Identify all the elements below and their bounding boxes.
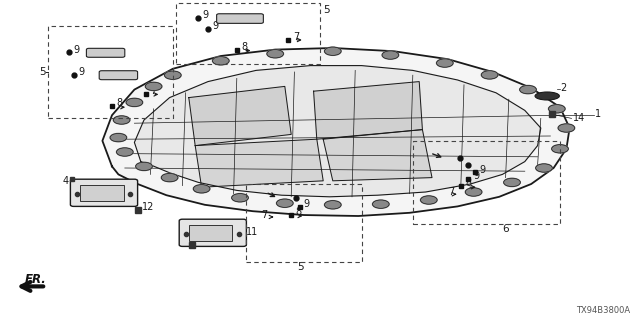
Text: 8: 8 [116,98,123,108]
Circle shape [267,50,284,58]
Text: FR.: FR. [24,273,46,285]
Text: 9: 9 [473,171,479,181]
Polygon shape [323,130,432,181]
Polygon shape [134,66,541,197]
Text: 5: 5 [40,67,46,77]
FancyBboxPatch shape [216,14,264,23]
FancyBboxPatch shape [99,71,138,80]
Text: 9: 9 [202,10,209,20]
Bar [246,184,362,262]
Polygon shape [195,139,323,187]
Bar [80,185,124,201]
Text: 9: 9 [74,45,80,55]
Circle shape [116,148,133,156]
Polygon shape [102,48,570,216]
Bar [413,141,560,224]
Text: 14: 14 [573,113,585,124]
Circle shape [558,124,575,132]
Circle shape [382,51,399,59]
Text: 5: 5 [323,4,330,15]
Text: 8: 8 [241,42,248,52]
Text: 7: 7 [293,32,300,42]
FancyBboxPatch shape [86,48,125,57]
Text: 6: 6 [502,224,509,234]
FancyBboxPatch shape [70,179,138,206]
Circle shape [504,178,520,187]
Text: 11: 11 [246,227,259,237]
Text: 2: 2 [560,83,566,93]
Circle shape [126,98,143,107]
Circle shape [324,201,341,209]
Text: 1: 1 [595,108,602,119]
Circle shape [520,85,536,94]
Text: 9: 9 [303,199,310,210]
Circle shape [110,133,127,142]
Circle shape [436,59,453,67]
Circle shape [276,199,293,207]
Bar [176,3,320,64]
Ellipse shape [535,92,559,100]
Text: 12: 12 [196,237,209,247]
Text: 7: 7 [448,187,454,197]
Circle shape [481,71,498,79]
Circle shape [212,57,229,65]
Text: 7: 7 [150,86,157,96]
Text: 9: 9 [479,164,486,175]
Bar [48,26,173,118]
Circle shape [145,82,162,91]
Polygon shape [314,82,422,139]
Text: 5: 5 [298,262,304,272]
Circle shape [164,71,181,79]
Bar [189,225,232,241]
Text: 12: 12 [142,202,154,212]
Circle shape [193,185,210,193]
Text: 7: 7 [261,210,268,220]
Text: TX94B3800A: TX94B3800A [576,306,630,315]
Text: 9: 9 [78,67,84,77]
Circle shape [548,105,565,113]
Circle shape [161,173,178,182]
Circle shape [372,200,389,208]
Circle shape [136,162,152,171]
Circle shape [324,47,341,55]
Circle shape [552,145,568,153]
Text: 4: 4 [63,176,69,186]
Circle shape [113,116,130,124]
Circle shape [232,194,248,202]
Circle shape [465,188,482,196]
Text: 9: 9 [212,21,219,31]
FancyBboxPatch shape [179,219,246,246]
Polygon shape [189,86,291,146]
Circle shape [536,164,552,172]
Circle shape [420,196,437,204]
Text: 8: 8 [296,207,302,218]
Text: 8: 8 [465,178,472,188]
